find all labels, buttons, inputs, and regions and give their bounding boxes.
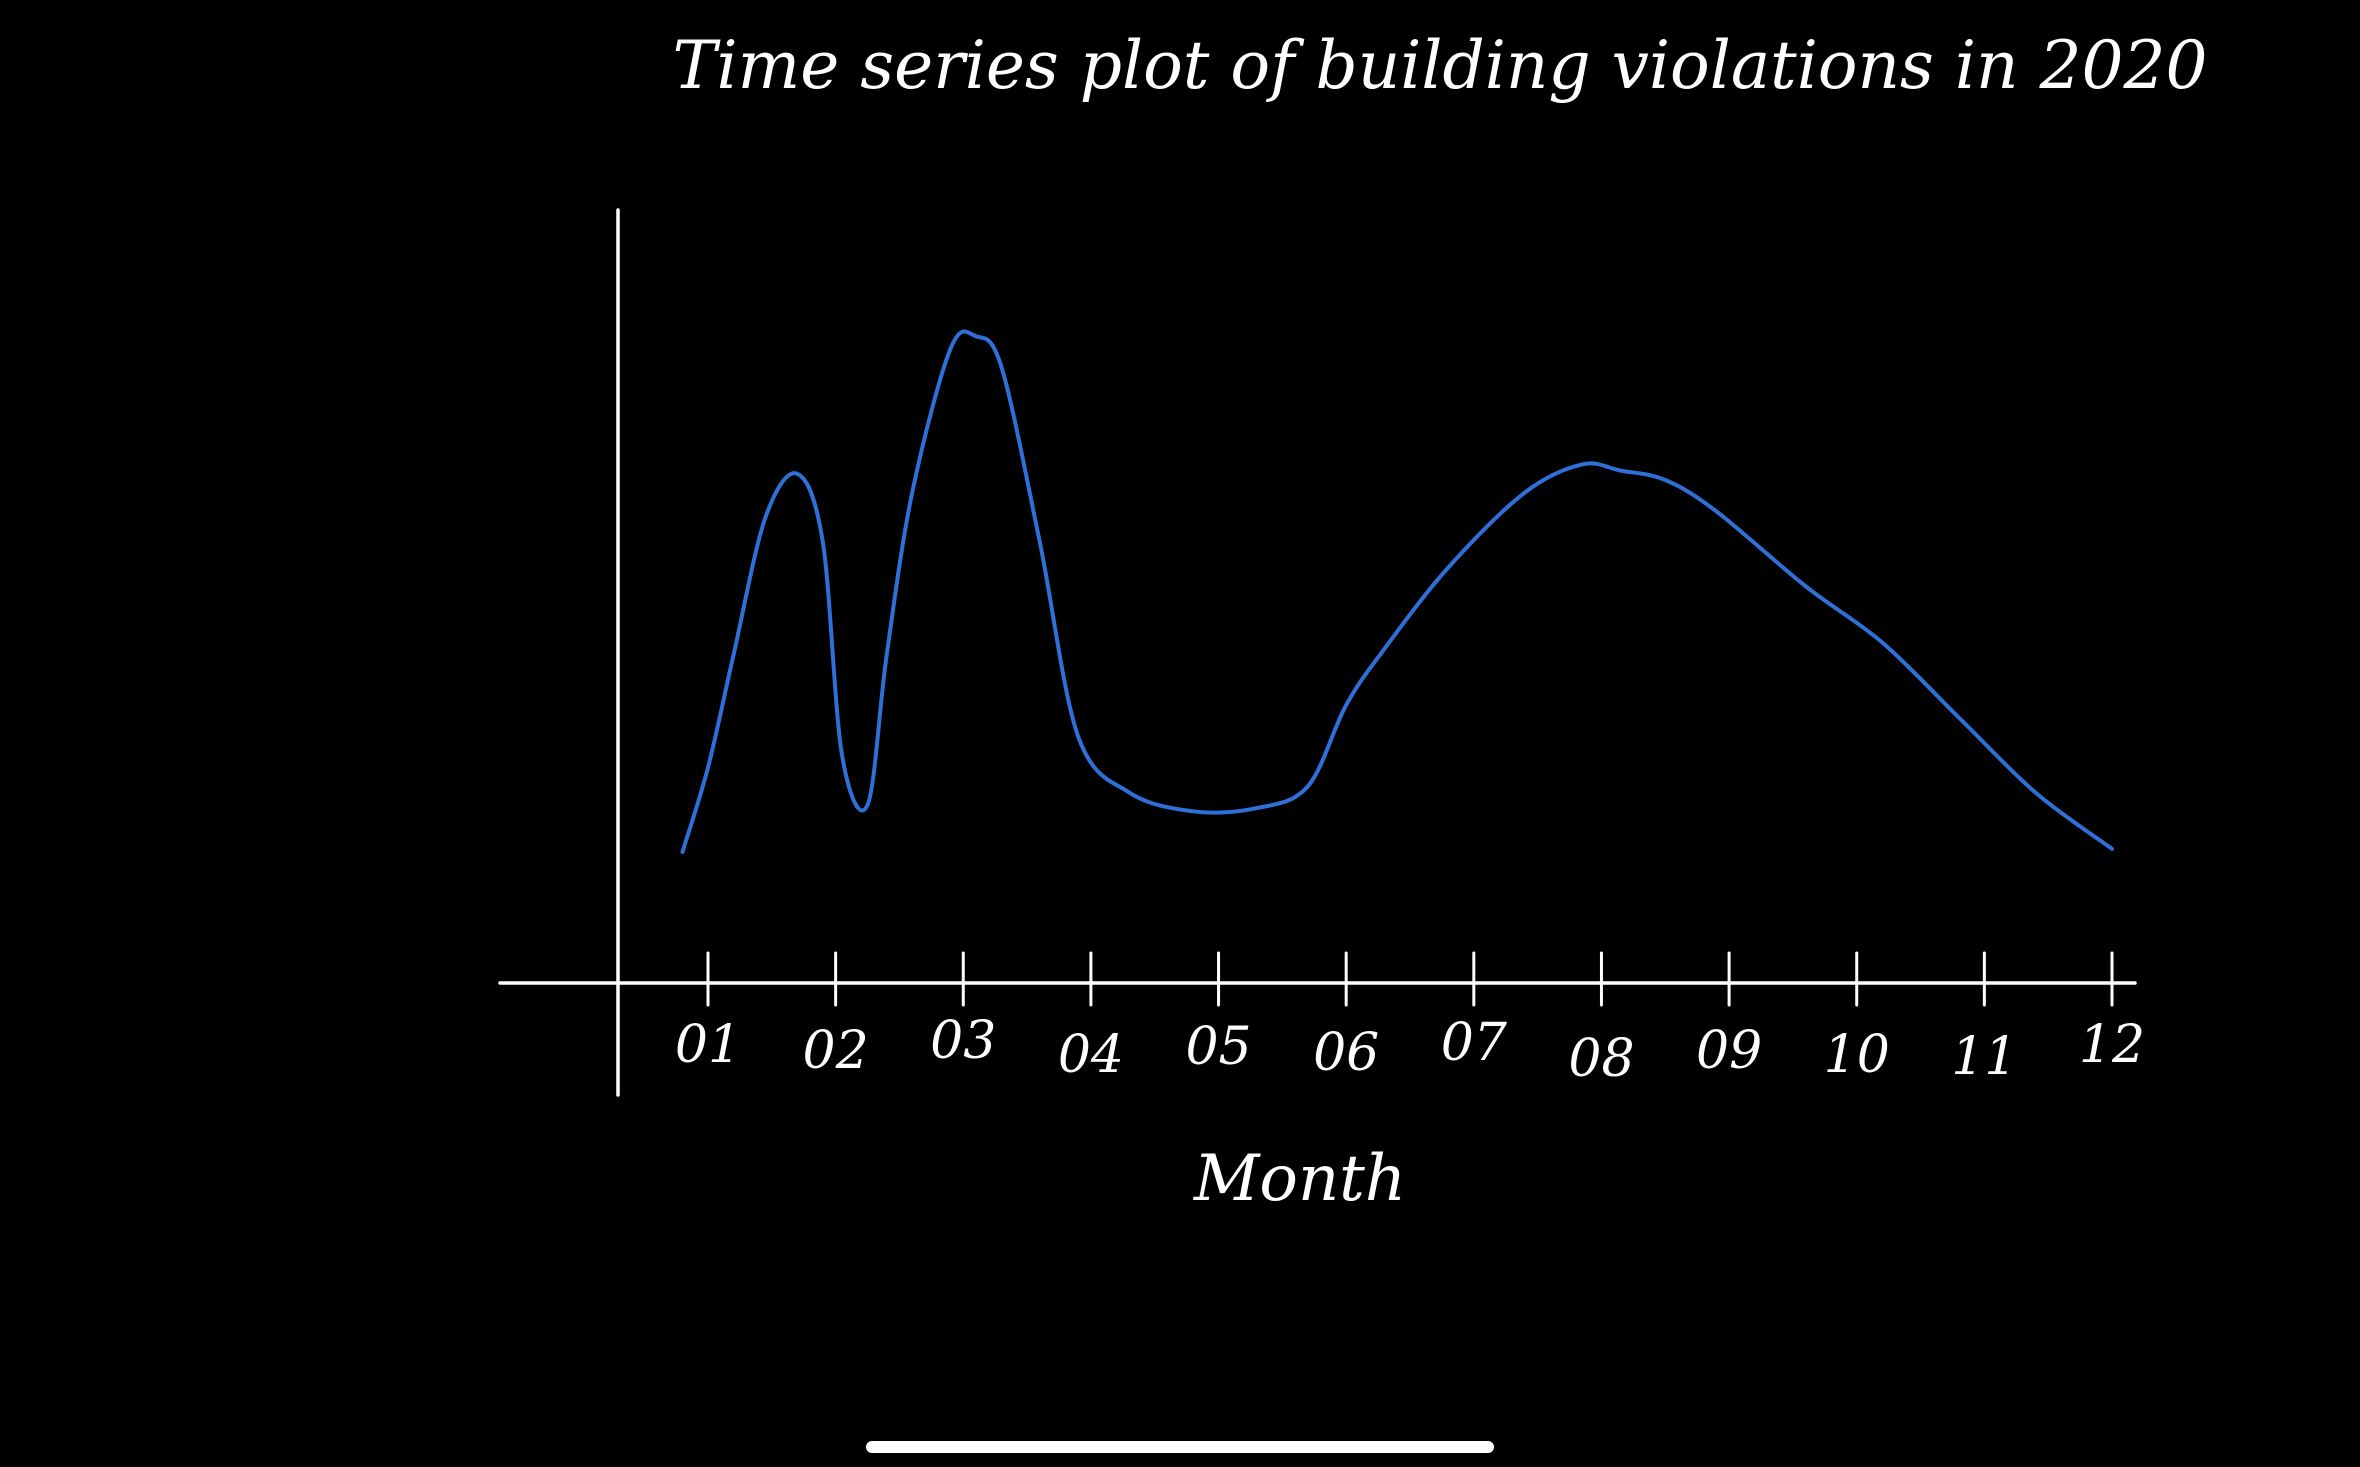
x-tick-label-12: 12 [2079, 1015, 2145, 1075]
x-tick-label-07: 07 [1441, 1013, 1508, 1073]
x-tick-label-08: 08 [1568, 1029, 1634, 1089]
chart-title: Time series plot of building violations … [673, 27, 2208, 104]
x-tick-label-11: 11 [1951, 1027, 2017, 1087]
x-tick-label-06: 06 [1313, 1023, 1379, 1083]
x-ticks [706, 951, 2114, 1007]
x-tick-label-01: 01 [675, 1015, 741, 1075]
x-axis-label: Month [1193, 1142, 1406, 1216]
x-tick-label-03: 03 [930, 1011, 996, 1071]
series-line [680, 329, 2114, 854]
home-indicator[interactable] [866, 1441, 1494, 1453]
x-tick-label-05: 05 [1185, 1017, 1251, 1077]
x-tick-label-10: 10 [1824, 1025, 1890, 1085]
x-tick-label-09: 09 [1696, 1021, 1762, 1081]
x-tick-label-02: 02 [803, 1021, 869, 1081]
x-tick-labels: 01 02 03 04 05 06 07 08 09 10 11 12 [675, 1011, 2145, 1089]
x-tick-label-04: 04 [1058, 1025, 1124, 1085]
